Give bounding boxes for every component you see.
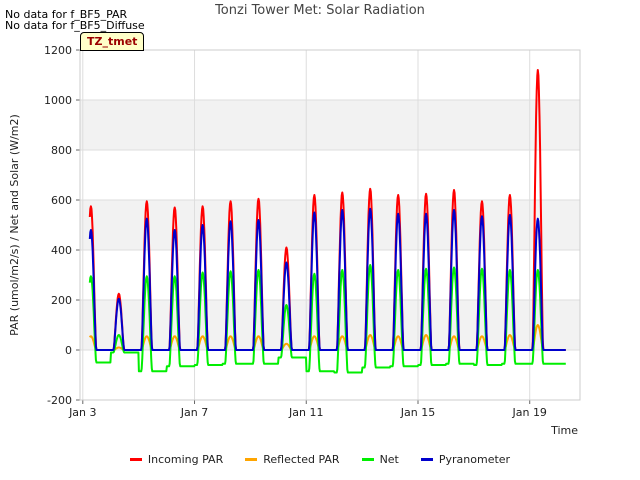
shaded-band	[80, 200, 580, 250]
shaded-band	[80, 100, 580, 150]
plot-background-bands	[80, 100, 580, 350]
x-tick-label: Jan 19	[511, 406, 546, 419]
legend: Incoming PAR Reflected PAR Net Pyranomet…	[0, 453, 640, 466]
y-axis-ticks: -200 0 200 400 600 800 1000 1200	[44, 44, 80, 407]
x-tick-label: Jan 15	[400, 406, 435, 419]
site-tag: TZ_tmet	[80, 32, 145, 51]
y-tick-label: 1200	[44, 44, 72, 57]
y-tick-label: -200	[47, 394, 72, 407]
plot-frame	[79, 49, 581, 401]
legend-item-reflected-par: Reflected PAR	[245, 453, 340, 466]
y-tick-label: 400	[51, 244, 72, 257]
legend-label: Pyranometer	[438, 453, 511, 466]
x-tick-label: Jan 3	[68, 406, 96, 419]
legend-swatch	[129, 458, 142, 461]
legend-swatch	[420, 458, 433, 461]
legend-swatch	[245, 458, 258, 461]
y-tick-label: 0	[65, 344, 72, 357]
legend-label: Net	[379, 453, 399, 466]
y-tick-label: 200	[51, 294, 72, 307]
y-tick-label: 1000	[44, 94, 72, 107]
no-data-note-2: No data for f_BF5_Diffuse	[5, 19, 145, 32]
series-line	[88, 264, 567, 374]
y-tick-label: 600	[51, 194, 72, 207]
x-tick-label: Jan 11	[288, 406, 323, 419]
x-axis-label: Time	[550, 424, 578, 437]
shaded-band	[80, 300, 580, 350]
x-axis-ticks: Jan 3 Jan 7 Jan 11 Jan 15 Jan 19	[68, 400, 547, 419]
series-line	[88, 207, 567, 351]
legend-item-incoming-par: Incoming PAR	[129, 453, 224, 466]
y-axis-label: PAR (umol/m2/s) / Net and Solar (W/m2)	[8, 114, 21, 336]
legend-label: Incoming PAR	[147, 453, 224, 466]
legend-swatch	[361, 458, 374, 461]
x-tick-label: Jan 7	[180, 406, 208, 419]
chart-title: Tonzi Tower Met: Solar Radiation	[215, 3, 425, 18]
series-layer	[88, 69, 567, 374]
no-data-note-1: No data for f_BF5_PAR	[5, 8, 128, 21]
y-tick-label: 800	[51, 144, 72, 157]
legend-item-net: Net	[361, 453, 399, 466]
legend-label: Reflected PAR	[263, 453, 340, 466]
legend-item-pyranometer: Pyranometer	[420, 453, 511, 466]
